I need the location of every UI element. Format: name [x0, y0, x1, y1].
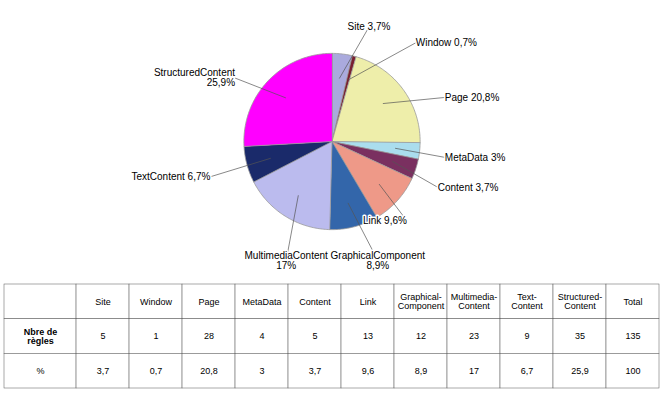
svg-text:13: 13: [363, 331, 373, 341]
svg-text:Site 3,7%: Site 3,7%: [348, 21, 391, 32]
svg-text:GraphicalComponent8,9%: GraphicalComponent8,9%: [331, 250, 426, 271]
svg-text:Content: Content: [299, 297, 331, 307]
svg-text:Window 0,7%: Window 0,7%: [416, 37, 477, 48]
svg-text:9: 9: [525, 331, 530, 341]
svg-text:20,8: 20,8: [200, 366, 218, 376]
svg-text:MetaData: MetaData: [243, 297, 282, 307]
svg-text:Structured-Content: Structured-Content: [558, 292, 603, 311]
svg-text:35: 35: [575, 331, 585, 341]
svg-text:100: 100: [625, 366, 640, 376]
svg-text:Multimedia-Content: Multimedia-Content: [451, 292, 498, 311]
svg-text:0,7: 0,7: [150, 366, 163, 376]
svg-text:Page: Page: [199, 297, 220, 307]
svg-text:5: 5: [101, 331, 106, 341]
svg-text:23: 23: [469, 331, 479, 341]
svg-text:Content 3,7%: Content 3,7%: [438, 182, 499, 193]
svg-text:9,6: 9,6: [362, 366, 375, 376]
svg-text:StructuredContent25,9%: StructuredContent25,9%: [154, 67, 235, 88]
svg-text:Nbre derègles: Nbre derègles: [24, 327, 58, 346]
svg-text:MultimediaContent17%: MultimediaContent17%: [244, 250, 328, 271]
svg-text:6,7: 6,7: [521, 366, 534, 376]
svg-text:3,7: 3,7: [97, 366, 110, 376]
svg-text:28: 28: [204, 331, 214, 341]
svg-text:17: 17: [469, 366, 479, 376]
svg-text:Page 20,8%: Page 20,8%: [445, 92, 500, 103]
svg-text:TextContent 6,7%: TextContent 6,7%: [131, 171, 210, 182]
svg-text:3: 3: [260, 366, 265, 376]
svg-text:Total: Total: [623, 297, 642, 307]
svg-text:%: %: [37, 366, 45, 376]
svg-text:Text-Content: Text-Content: [511, 292, 543, 311]
svg-text:25,9: 25,9: [571, 366, 589, 376]
svg-text:1: 1: [154, 331, 159, 341]
svg-text:Site: Site: [95, 297, 111, 307]
svg-text:4: 4: [260, 331, 265, 341]
svg-text:8,9: 8,9: [415, 366, 428, 376]
svg-text:MetaData 3%: MetaData 3%: [445, 152, 506, 163]
svg-text:Graphical-Component: Graphical-Component: [398, 292, 445, 311]
svg-text:3,7: 3,7: [309, 366, 322, 376]
svg-text:Window: Window: [140, 297, 173, 307]
svg-text:12: 12: [416, 331, 426, 341]
svg-text:135: 135: [625, 331, 640, 341]
svg-text:Link 9,6%: Link 9,6%: [363, 215, 407, 226]
svg-text:5: 5: [313, 331, 318, 341]
svg-text:Link: Link: [360, 297, 377, 307]
